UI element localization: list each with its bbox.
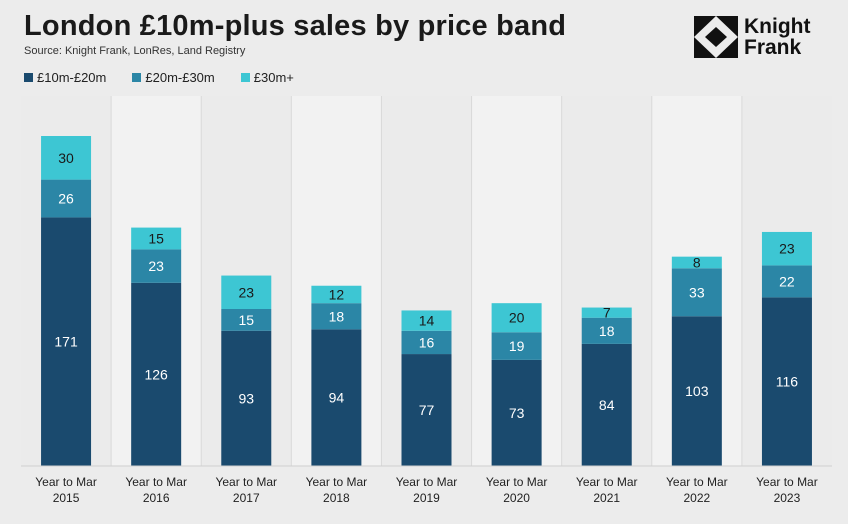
data-label: 20 [509, 310, 525, 326]
data-label: 18 [599, 323, 615, 339]
data-label: 12 [329, 286, 345, 302]
data-label: 116 [776, 374, 799, 390]
legend-label: £20m-£30m [145, 70, 215, 85]
data-label: 23 [148, 258, 164, 274]
x-axis-tick-labels: Year to Mar 2015 Year to Mar 2016 Year to Ma… [35, 475, 817, 505]
bar-segment [401, 310, 452, 331]
data-label: 77 [419, 402, 435, 418]
data-label: 22 [779, 273, 795, 289]
data-label: 8 [693, 254, 701, 270]
x-tick-label: Year to Mar [666, 475, 728, 489]
data-label: 30 [58, 150, 74, 166]
bar-segment [311, 329, 362, 466]
bar-segment [671, 268, 722, 317]
legend-item: £20m-£30m [132, 70, 215, 85]
x-tick-label: Year to Mar [306, 475, 368, 489]
x-tick-label: Year to Mar [215, 475, 277, 489]
data-label: 103 [685, 383, 709, 399]
data-label: 15 [238, 312, 254, 328]
bar-segment [221, 330, 272, 466]
knight-frank-logo-icon [694, 16, 738, 58]
chart-legend: £10m-£20m £20m-£30m £30m+ [24, 70, 294, 85]
x-tick-label: Year to Mar [576, 475, 638, 489]
bar-segment [581, 307, 632, 318]
bar-segment [311, 303, 362, 330]
bar-segment [491, 303, 542, 333]
chart-source: Source: Knight Frank, LonRes, Land Regis… [24, 45, 246, 57]
data-label: 33 [689, 284, 705, 300]
data-label: 7 [603, 305, 611, 321]
data-label: 73 [509, 405, 525, 421]
data-label: 18 [329, 308, 345, 324]
data-label: 84 [599, 397, 615, 413]
bar-segment [131, 249, 182, 283]
knight-frank-logo: Knight Frank [694, 16, 810, 58]
bar-stacks [21, 136, 832, 467]
legend-swatch [132, 73, 142, 82]
data-labels: 171 26 30 126 23 15 93 15 23 94 18 12 77 16 14 73 19 20 84… [54, 150, 798, 421]
bar-segment [221, 308, 272, 331]
legend-item: £30m+ [240, 70, 294, 85]
bar-segment [131, 227, 182, 250]
x-tick-label: Year to Mar [486, 475, 548, 489]
bar-segment [131, 282, 182, 466]
data-label: 19 [509, 338, 525, 354]
x-tick-label: 2022 [683, 491, 710, 505]
x-tick-label: Year to Mar [756, 475, 818, 489]
legend-item: £10m-£20m [24, 70, 106, 85]
x-tick-label: 2019 [413, 491, 440, 505]
data-label: 126 [144, 366, 168, 382]
bar-segment [581, 343, 632, 466]
data-label: 171 [54, 334, 78, 350]
bar-segment [671, 256, 722, 269]
bar-segment [221, 275, 272, 309]
legend-swatch [24, 73, 33, 82]
legend-label: £30m+ [253, 70, 294, 85]
bar-segment [491, 359, 542, 466]
bar-segment [41, 179, 92, 218]
x-tick-label: 2015 [53, 491, 80, 505]
x-tick-label: 2017 [233, 491, 260, 505]
bar-segment [761, 265, 812, 298]
x-tick-label: 2020 [503, 491, 530, 505]
data-label: 23 [779, 241, 795, 257]
bar-segment [311, 285, 362, 304]
bar-segment [581, 317, 632, 344]
logo-text-line2: Frank [744, 36, 802, 59]
chart-title: London £10m-plus sales by price band [24, 10, 567, 42]
data-label: 15 [148, 230, 164, 246]
bar-segment [401, 330, 452, 355]
x-tick-label: Year to Mar [396, 475, 458, 489]
data-label: 93 [238, 390, 254, 406]
legend-label: £10m-£20m [37, 70, 107, 85]
bar-segment [41, 136, 92, 180]
data-label: 16 [419, 334, 435, 350]
bar-segment [761, 231, 812, 266]
x-tick-label: 2023 [774, 491, 801, 505]
legend-swatch [240, 73, 250, 82]
bar-segment [401, 354, 452, 466]
data-label: 14 [419, 313, 435, 329]
data-label: 26 [58, 191, 74, 207]
x-tick-label: 2018 [323, 491, 350, 505]
data-label: 94 [329, 390, 345, 406]
x-tick-label: 2016 [143, 491, 170, 505]
bar-segment [491, 332, 542, 360]
logo-text-line1: Knight [744, 15, 811, 38]
x-tick-label: Year to Mar [125, 475, 187, 489]
bar-segment [761, 297, 812, 466]
x-tick-label: 2021 [593, 491, 620, 505]
bar-segment [41, 217, 92, 466]
bar-segment [671, 316, 722, 466]
x-tick-label: Year to Mar [35, 475, 97, 489]
data-label: 23 [238, 284, 254, 300]
